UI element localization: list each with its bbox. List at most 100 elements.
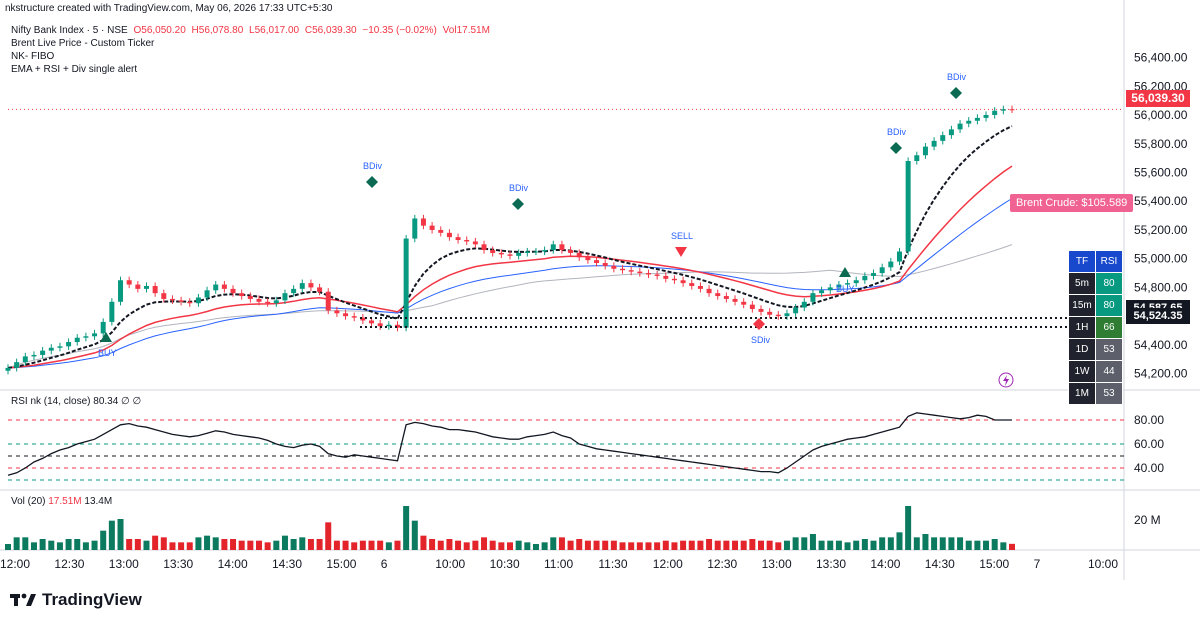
volume-bar xyxy=(385,542,392,550)
candle-body xyxy=(369,320,375,324)
candle-body xyxy=(827,287,833,291)
volume-bar xyxy=(394,540,401,550)
sdiv-marker xyxy=(753,318,765,330)
candle-body xyxy=(801,301,807,308)
time-tick-label: 12:00 xyxy=(653,557,683,571)
volume-bar xyxy=(152,535,159,550)
candle-body xyxy=(446,232,452,238)
candle-body xyxy=(92,333,98,337)
time-tick-label: 10:00 xyxy=(435,557,465,571)
candle-body xyxy=(914,155,920,161)
volume-bar xyxy=(359,540,366,550)
tf-rsi-value: 66 xyxy=(1095,316,1123,339)
candle-body xyxy=(169,298,175,301)
candle-body xyxy=(992,110,998,116)
bdiv-label: BDiv xyxy=(947,72,967,82)
candle-body xyxy=(741,301,747,305)
tf-rsi-value: 80 xyxy=(1095,294,1123,317)
candle-body xyxy=(568,250,574,253)
indicator-ema-rsi[interactable]: EMA + RSI + Div single alert xyxy=(11,64,138,75)
volume-bar xyxy=(247,540,254,550)
candle-body xyxy=(723,296,729,299)
last-price-tag: 56,039.30 xyxy=(1126,90,1190,107)
candle-body xyxy=(983,115,989,118)
tradingview-brand: TradingView xyxy=(42,590,142,609)
volume-tick-label: 20 M xyxy=(1134,513,1161,527)
candle-body xyxy=(706,288,712,294)
tf-rsi-value: 53 xyxy=(1095,338,1123,361)
candle-body xyxy=(143,285,149,289)
volume-bar xyxy=(351,542,358,550)
candle-body xyxy=(135,284,141,289)
attribution-header: nkstructure created with TradingView.com… xyxy=(5,3,333,14)
tf-row: 5m 80 xyxy=(1068,272,1123,295)
volume-bar xyxy=(307,539,314,550)
candle-body xyxy=(645,273,651,275)
candle-body xyxy=(394,324,400,328)
volume-bar xyxy=(550,537,557,550)
volume-legend[interactable]: Vol (20) 17.51M 13.4M xyxy=(11,496,112,507)
time-tick-label: 14:30 xyxy=(925,557,955,571)
indicator-fibo[interactable]: NK- FIBO xyxy=(11,51,55,62)
volume-bar xyxy=(887,537,894,550)
candle-body xyxy=(187,301,193,304)
volume-bar xyxy=(178,542,185,550)
volume-bar xyxy=(714,540,721,550)
candle-body xyxy=(637,271,643,274)
rsi-legend[interactable]: RSI nk (14, close) 80.34 ∅ ∅ xyxy=(11,396,142,407)
volume-bar xyxy=(437,540,444,550)
volume-label: Vol (20) xyxy=(11,496,46,507)
buy-label: BUY xyxy=(98,348,117,358)
tradingview-logo[interactable]: TradingView xyxy=(10,590,142,610)
volume-bar xyxy=(169,542,176,550)
volume-bar xyxy=(931,537,938,550)
volume-bar xyxy=(82,542,89,550)
candle-body xyxy=(386,324,392,327)
volume-bar xyxy=(948,537,955,550)
volume-bar xyxy=(5,544,11,550)
candle-body xyxy=(66,342,72,347)
price-tick-label: 55,000.00 xyxy=(1134,252,1188,266)
tf-row: 1M 53 xyxy=(1068,382,1123,405)
volume-bar xyxy=(524,542,531,550)
tf-row: 15m 80 xyxy=(1068,294,1123,317)
volume-bar xyxy=(758,540,764,550)
time-tick-label: 7 xyxy=(1034,557,1041,571)
candle-body xyxy=(559,244,565,251)
candle-body xyxy=(239,293,245,297)
candle-body xyxy=(438,229,444,233)
volume-bar xyxy=(108,520,115,550)
candle-body xyxy=(611,265,617,269)
volume-bar xyxy=(610,540,617,550)
candle-body xyxy=(948,129,954,136)
volume-bar xyxy=(835,540,842,550)
candle-body xyxy=(732,298,738,302)
candle-body xyxy=(862,275,868,281)
volume-bar xyxy=(567,540,574,550)
high-value: H56,078.80 xyxy=(191,25,244,36)
candle-body xyxy=(490,250,496,253)
volume-bar xyxy=(100,530,107,550)
volume-bar xyxy=(792,537,799,550)
volume-value: Vol17.51M xyxy=(442,25,490,36)
volume-bar xyxy=(749,539,756,550)
bdiv-marker xyxy=(950,87,962,99)
tradingview-logo-icon xyxy=(10,593,36,606)
candle-body xyxy=(195,297,201,304)
sdiv-label: SDiv xyxy=(751,335,771,345)
indicator-brent[interactable]: Brent Live Price - Custom Ticker xyxy=(11,38,155,49)
volume-bar xyxy=(39,539,46,550)
candle-body xyxy=(14,362,20,368)
candle-body xyxy=(420,218,426,226)
tf-label: 1H xyxy=(1068,316,1096,339)
volume-ma: 13.4M xyxy=(84,496,113,507)
time-tick-label: 10:00 xyxy=(1088,557,1118,571)
volume-bar xyxy=(654,542,661,550)
volume-bar xyxy=(143,540,150,550)
change-value: −10.35 (−0.02%) xyxy=(362,25,437,36)
bdiv-marker xyxy=(366,176,378,188)
candle-body xyxy=(429,225,435,230)
candle-body xyxy=(1000,109,1006,111)
